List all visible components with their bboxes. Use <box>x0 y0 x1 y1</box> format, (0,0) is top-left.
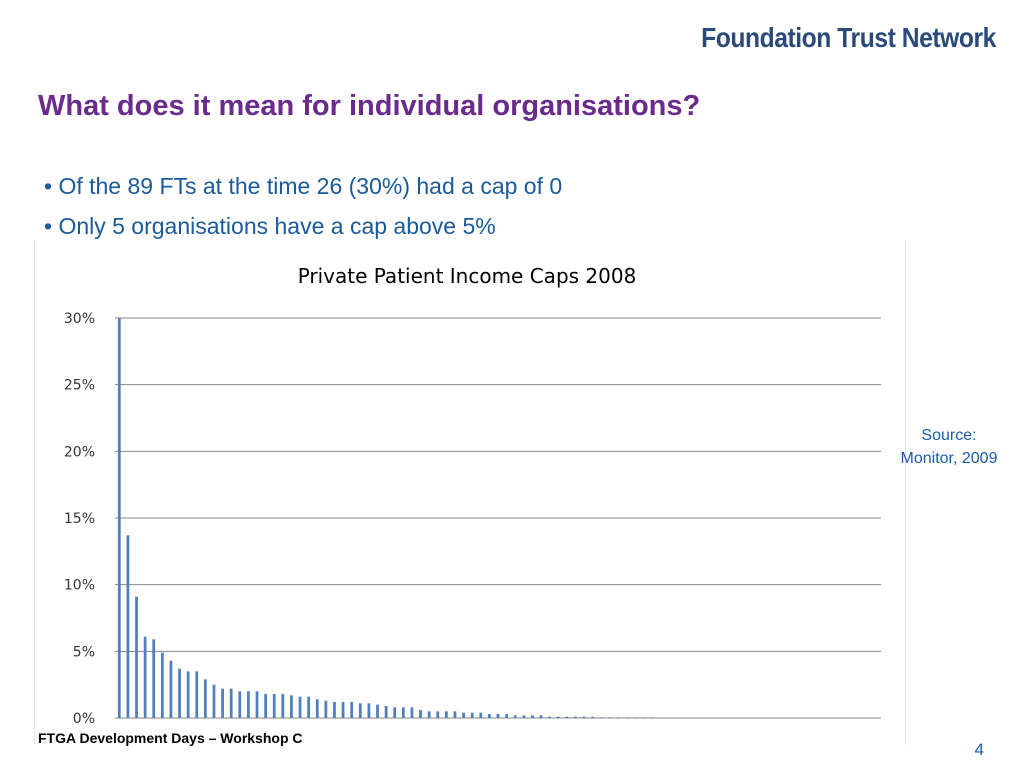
chart-bar <box>608 717 612 718</box>
chart-bar <box>333 702 336 718</box>
chart-bar <box>488 714 491 718</box>
y-tick-label: 20% <box>64 444 95 460</box>
chart-bar <box>574 716 577 718</box>
chart-bar <box>160 652 164 718</box>
chart-bar <box>556 716 560 718</box>
chart-bar <box>522 715 526 718</box>
chart-bar <box>427 711 431 718</box>
chart-bar <box>470 712 474 718</box>
chart-bar <box>376 704 379 718</box>
bullet-item: • Only 5 organisations have a cap above … <box>44 213 496 239</box>
chart-bar <box>298 696 302 718</box>
chart-bar <box>152 639 156 718</box>
chart-bar <box>642 717 646 718</box>
chart-bar <box>410 707 414 718</box>
page-number: 4 <box>974 740 984 759</box>
chart-bar <box>591 716 595 718</box>
chart-bar <box>341 702 345 718</box>
chart-bar <box>264 694 267 718</box>
chart-bar <box>453 711 457 718</box>
source-label: Source: <box>921 427 977 444</box>
y-tick-label: 30% <box>64 311 95 327</box>
chart-bar <box>255 691 259 718</box>
y-tick-label: 15% <box>64 511 95 527</box>
chart-bar <box>169 660 173 718</box>
chart-bar <box>634 717 638 718</box>
chart-bar <box>565 716 569 718</box>
y-tick-label: 5% <box>73 644 95 660</box>
chart-bar <box>324 700 328 718</box>
chart-bar <box>350 702 354 718</box>
chart-bar <box>651 717 655 718</box>
chart-bar <box>419 710 422 718</box>
chart-bar <box>135 596 138 718</box>
chart-bar <box>272 694 276 718</box>
bullet-item: • Of the 89 FTs at the time 26 (30%) had… <box>44 173 563 199</box>
chart-bar <box>117 318 121 718</box>
chart-bar <box>221 688 224 718</box>
chart-bar <box>143 636 147 718</box>
chart-bar <box>290 695 293 718</box>
chart-bar <box>625 717 629 718</box>
chart-bar <box>539 715 543 718</box>
chart-bar <box>238 691 242 718</box>
chart-bar <box>393 707 397 718</box>
chart-bar <box>212 684 216 718</box>
chart-bar <box>178 668 181 718</box>
chart-bar <box>531 715 534 718</box>
chart-bar <box>582 716 586 718</box>
chart-bar <box>307 696 311 718</box>
chart-bar <box>462 712 465 718</box>
chart-bar <box>548 716 552 718</box>
chart-bar <box>479 712 483 718</box>
chart-bar <box>617 717 620 718</box>
chart-bar <box>436 711 440 718</box>
chart-bar <box>186 671 190 718</box>
chart-bar <box>358 703 362 718</box>
chart-bar <box>195 671 199 718</box>
bullet-list: • Of the 89 FTs at the time 26 (30%) had… <box>44 166 562 246</box>
chart-frame: Private Patient Income Caps 2008 0% 5% 10%… <box>34 240 906 745</box>
chart-bar <box>315 699 319 718</box>
chart-bar <box>496 714 500 718</box>
chart-bar <box>126 535 130 718</box>
chart-bar <box>367 703 371 718</box>
chart-bar <box>203 679 207 718</box>
y-tick-label: 0% <box>73 711 95 727</box>
chart-bar <box>401 707 405 718</box>
chart-bar <box>513 715 517 718</box>
chart-title: Private Patient Income Caps 2008 <box>298 264 637 288</box>
source-note: Source: Monitor, 2009 <box>882 424 1016 470</box>
chart-bar <box>229 688 233 718</box>
slide-title: What does it mean for individual organis… <box>38 90 701 122</box>
foundation-trust-network-logo: Foundation Trust Network <box>701 22 996 53</box>
chart-bar <box>505 714 508 718</box>
y-tick-label: 25% <box>64 378 95 394</box>
y-tick-label: 10% <box>64 578 95 594</box>
chart-bar <box>384 706 388 718</box>
chart-bar <box>444 711 448 718</box>
chart-bar <box>247 691 250 718</box>
bar-chart: Private Patient Income Caps 2008 0% 5% 10%… <box>64 264 881 727</box>
source-value: Monitor, 2009 <box>900 450 998 467</box>
footer-text: FTGA Development Days – Workshop C <box>38 730 303 746</box>
chart-bar <box>281 694 285 718</box>
chart-bar <box>599 717 603 718</box>
